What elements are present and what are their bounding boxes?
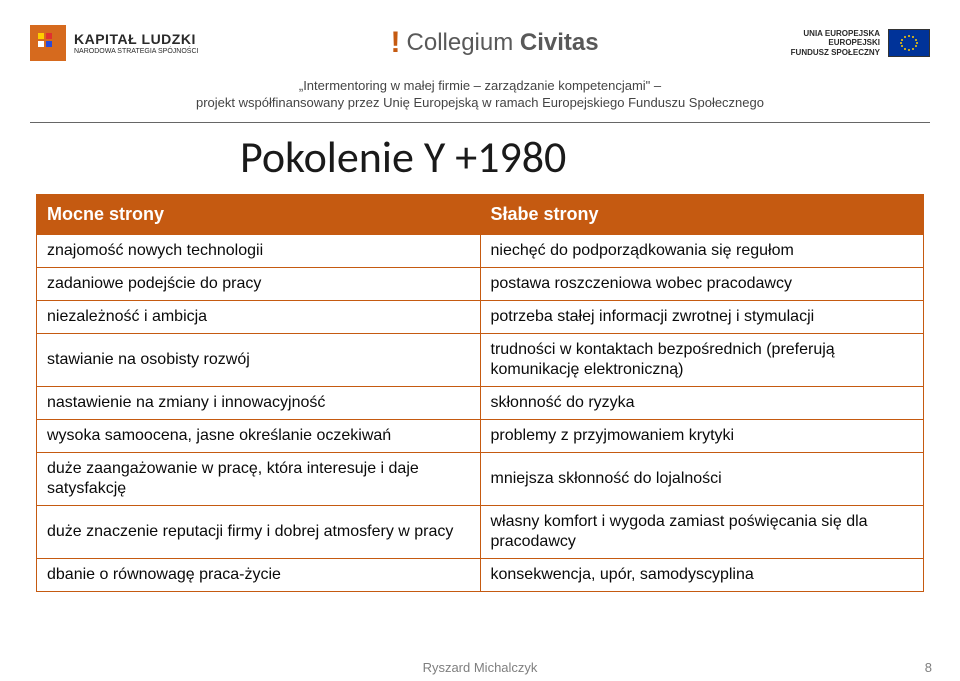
kapital-ludzki-label: KAPITAŁ LUDZKI (74, 32, 198, 46)
divider (30, 122, 930, 123)
logo-eu: UNIA EUROPEJSKA EUROPEJSKI FUNDUSZ SPOŁE… (791, 29, 930, 58)
table-row: duże zaangażowanie w pracę, która intere… (37, 452, 924, 505)
logo-collegium-civitas: ! Collegium Civitas (391, 26, 599, 60)
strength-cell: duże znaczenie reputacji firmy i dobrej … (37, 505, 481, 558)
weakness-cell: niechęć do podporządkowania się regułom (480, 234, 924, 267)
strength-cell: duże zaangażowanie w pracę, która intere… (37, 452, 481, 505)
exclamation-icon: ! (391, 26, 401, 60)
kapital-ludzki-sub: NARODOWA STRATEGIA SPÓJNOŚCI (74, 48, 198, 55)
table-row: niezależność i ambicjapotrzeba stałej in… (37, 300, 924, 333)
weakness-cell: trudności w kontaktach bezpośrednich (pr… (480, 333, 924, 386)
table-row: stawianie na osobisty rozwójtrudności w … (37, 333, 924, 386)
table-row: nastawienie na zmiany i innowacyjnośćskł… (37, 386, 924, 419)
footer-author: Ryszard Michalczyk (0, 660, 960, 675)
kapital-ludzki-icon (30, 25, 66, 61)
table-row: wysoka samoocena, jasne określanie oczek… (37, 419, 924, 452)
page-title: Pokolenie Y +1980 (0, 130, 960, 184)
subheader: „Intermentoring w małej firmie – zarządz… (0, 78, 960, 112)
header: KAPITAŁ LUDZKI NARODOWA STRATEGIA SPÓJNO… (0, 0, 960, 78)
strength-cell: zadaniowe podejście do pracy (37, 267, 481, 300)
footer: Ryszard Michalczyk 8 (0, 660, 960, 675)
eu-label-1: UNIA EUROPEJSKA (791, 29, 880, 39)
col-header-weaknesses: Słabe strony (480, 195, 924, 235)
weakness-cell: postawa roszczeniowa wobec pracodawcy (480, 267, 924, 300)
comparison-table: Mocne strony Słabe strony znajomość nowy… (36, 194, 924, 592)
eu-flag-icon (888, 29, 930, 57)
weakness-cell: konsekwencja, upór, samodyscyplina (480, 558, 924, 591)
weakness-cell: potrzeba stałej informacji zwrotnej i st… (480, 300, 924, 333)
table-row: dbanie o równowagę praca-życiekonsekwenc… (37, 558, 924, 591)
weakness-cell: własny komfort i wygoda zamiast poświęca… (480, 505, 924, 558)
table-row: zadaniowe podejście do pracypostawa rosz… (37, 267, 924, 300)
weakness-cell: mniejsza skłonność do lojalności (480, 452, 924, 505)
table-row: znajomość nowych technologiiniechęć do p… (37, 234, 924, 267)
strength-cell: niezależność i ambicja (37, 300, 481, 333)
strength-cell: wysoka samoocena, jasne określanie oczek… (37, 419, 481, 452)
strength-cell: dbanie o równowagę praca-życie (37, 558, 481, 591)
eu-label-3: FUNDUSZ SPOŁECZNY (791, 48, 880, 58)
logo-kapital-ludzki: KAPITAŁ LUDZKI NARODOWA STRATEGIA SPÓJNO… (30, 25, 198, 61)
col-header-strengths: Mocne strony (37, 195, 481, 235)
table-row: duże znaczenie reputacji firmy i dobrej … (37, 505, 924, 558)
weakness-cell: problemy z przyjmowaniem krytyki (480, 419, 924, 452)
strength-cell: stawianie na osobisty rozwój (37, 333, 481, 386)
weakness-cell: skłonność do ryzyka (480, 386, 924, 419)
subheader-line1: „Intermentoring w małej firmie – zarządz… (0, 78, 960, 95)
strength-cell: nastawienie na zmiany i innowacyjność (37, 386, 481, 419)
eu-label-2: EUROPEJSKI (791, 38, 880, 48)
footer-page-number: 8 (925, 660, 932, 675)
strength-cell: znajomość nowych technologii (37, 234, 481, 267)
subheader-line2: projekt współfinansowany przez Unię Euro… (0, 95, 960, 112)
